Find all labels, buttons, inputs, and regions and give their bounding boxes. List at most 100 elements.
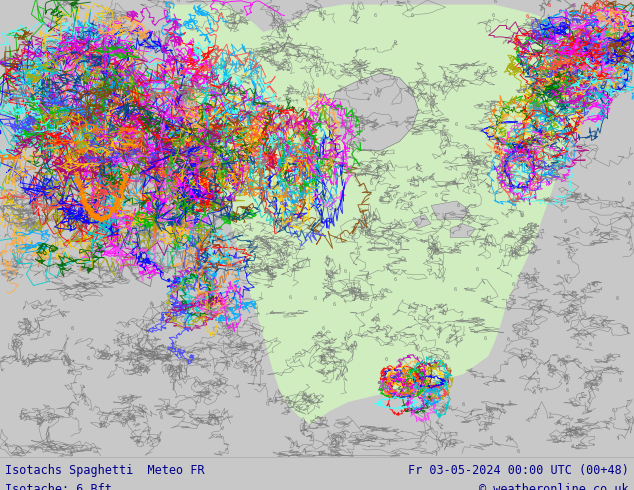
Text: 6: 6 — [456, 203, 460, 208]
Text: 6: 6 — [172, 151, 175, 156]
Text: 6: 6 — [162, 219, 165, 224]
Text: © weatheronline.co.uk: © weatheronline.co.uk — [479, 483, 629, 490]
Text: 6: 6 — [253, 149, 256, 154]
Text: 6: 6 — [113, 153, 116, 159]
Text: 6: 6 — [142, 58, 145, 63]
Text: 6: 6 — [229, 129, 232, 134]
Text: 6: 6 — [361, 312, 364, 317]
Text: 6: 6 — [314, 296, 317, 301]
Text: 6: 6 — [555, 116, 559, 121]
Text: 6: 6 — [612, 408, 615, 413]
Text: 6: 6 — [189, 160, 192, 165]
Text: 6: 6 — [285, 48, 288, 53]
Text: 6: 6 — [616, 296, 619, 301]
Text: 6: 6 — [0, 123, 2, 128]
Text: 6: 6 — [170, 294, 173, 299]
Text: 6: 6 — [361, 126, 365, 131]
Text: 6: 6 — [394, 277, 397, 282]
Text: 6: 6 — [71, 23, 74, 27]
Text: 6: 6 — [533, 390, 536, 395]
Text: 6: 6 — [285, 115, 288, 120]
Text: 6: 6 — [517, 449, 520, 454]
Text: 6: 6 — [557, 260, 559, 265]
Text: 6: 6 — [158, 411, 162, 416]
Text: 6: 6 — [628, 181, 631, 186]
Text: 6: 6 — [203, 295, 206, 300]
Text: 6: 6 — [240, 120, 244, 124]
Text: 6: 6 — [153, 121, 157, 125]
Text: 6: 6 — [144, 111, 147, 116]
Text: 6: 6 — [295, 175, 298, 181]
Text: 6: 6 — [42, 187, 45, 192]
Text: 6: 6 — [249, 97, 252, 102]
Text: 6: 6 — [560, 17, 563, 22]
Text: 6: 6 — [302, 97, 306, 102]
Text: 6: 6 — [597, 87, 600, 92]
Text: Isotachs Spaghetti  Meteo FR: Isotachs Spaghetti Meteo FR — [5, 464, 205, 477]
Text: 6: 6 — [139, 158, 142, 163]
Text: 6: 6 — [597, 4, 600, 9]
Text: 6: 6 — [257, 134, 260, 140]
Text: 6: 6 — [48, 22, 51, 27]
Text: 6: 6 — [106, 65, 109, 71]
Text: 6: 6 — [209, 59, 212, 64]
Text: 6: 6 — [292, 134, 295, 140]
Text: 6: 6 — [297, 163, 301, 168]
Text: 6: 6 — [18, 183, 21, 188]
Text: 6: 6 — [129, 147, 133, 152]
Text: 6: 6 — [188, 56, 191, 61]
Text: 6: 6 — [629, 22, 632, 26]
Text: 6: 6 — [527, 52, 531, 57]
Text: 6: 6 — [495, 155, 497, 160]
Text: 6: 6 — [330, 135, 333, 141]
Text: 6: 6 — [359, 208, 362, 213]
Text: 6: 6 — [333, 302, 335, 307]
Text: 6: 6 — [525, 14, 529, 19]
Text: 6: 6 — [12, 249, 15, 254]
Text: 6: 6 — [133, 79, 136, 84]
Text: 6: 6 — [525, 89, 529, 94]
Text: 6: 6 — [264, 135, 268, 140]
Text: 6: 6 — [273, 134, 276, 139]
Text: 6: 6 — [311, 202, 314, 207]
Text: 6: 6 — [87, 356, 90, 361]
Text: 6: 6 — [236, 148, 239, 153]
Text: 6: 6 — [44, 164, 48, 169]
Text: 6: 6 — [543, 44, 546, 49]
Text: 6: 6 — [242, 209, 245, 214]
Text: 6: 6 — [182, 112, 185, 118]
Text: 6: 6 — [533, 111, 536, 116]
Text: 6: 6 — [192, 160, 195, 165]
Text: 6: 6 — [273, 189, 276, 194]
Text: 6: 6 — [460, 338, 463, 343]
Text: 6: 6 — [209, 346, 212, 351]
Text: 6: 6 — [320, 196, 322, 201]
Text: 6: 6 — [588, 342, 592, 347]
Text: 6: 6 — [592, 282, 595, 287]
Text: 6: 6 — [46, 332, 49, 337]
Text: 6: 6 — [305, 130, 309, 135]
Text: 6: 6 — [462, 402, 465, 407]
Text: 6: 6 — [488, 20, 491, 25]
Text: 6: 6 — [51, 217, 54, 221]
Text: 6: 6 — [155, 94, 159, 99]
Text: 6: 6 — [555, 24, 558, 29]
Text: 6: 6 — [374, 297, 377, 302]
Text: 6: 6 — [576, 231, 579, 236]
Text: 6: 6 — [223, 66, 226, 71]
Text: 6: 6 — [323, 10, 326, 15]
Text: 6: 6 — [345, 160, 348, 166]
Text: 6: 6 — [344, 269, 347, 273]
Text: 6: 6 — [425, 102, 428, 108]
Text: 6: 6 — [611, 18, 614, 23]
Text: 6: 6 — [165, 37, 169, 42]
Text: 6: 6 — [507, 338, 510, 343]
Text: 6: 6 — [102, 70, 105, 75]
Text: 6: 6 — [207, 80, 210, 85]
Text: 6: 6 — [30, 105, 34, 110]
Text: 6: 6 — [384, 357, 387, 362]
Text: 6: 6 — [310, 137, 313, 142]
Text: 6: 6 — [173, 56, 176, 61]
Text: 6: 6 — [461, 79, 464, 84]
Text: 6: 6 — [340, 174, 344, 179]
